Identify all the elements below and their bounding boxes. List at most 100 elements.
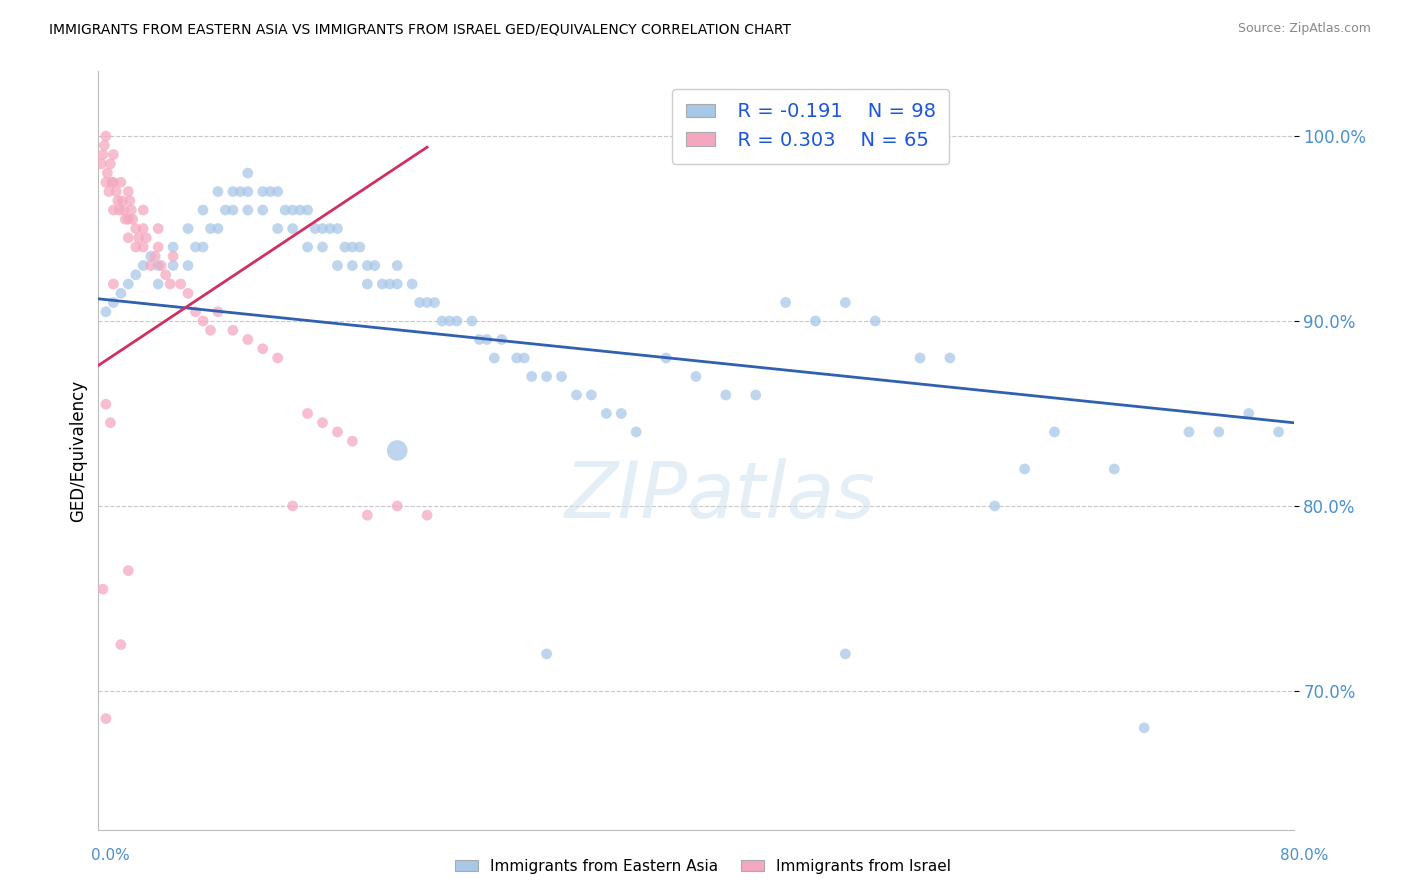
Point [267,221,290,235]
Point [222,202,245,217]
Point [121,212,143,227]
Point [364,259,387,273]
Point [200,221,222,235]
Point [581,388,603,402]
Point [1043,425,1066,439]
Point [311,221,333,235]
Text: ZIPatlas: ZIPatlas [564,458,876,534]
Point [626,425,648,439]
Point [371,277,394,291]
Point [288,202,311,217]
Point [385,277,409,291]
Point [356,277,378,291]
Point [117,231,139,245]
Point [304,221,326,235]
Point [107,194,129,208]
Point [1104,462,1126,476]
Point [111,194,134,208]
Point [132,259,155,273]
Point [148,277,170,291]
Point [214,202,236,217]
Point [267,185,290,199]
Point [342,434,364,449]
Point [446,314,468,328]
Point [610,407,633,421]
Point [177,259,200,273]
Text: IMMIGRANTS FROM EASTERN ASIA VS IMMIGRANTS FROM ISRAEL GED/EQUIVALENCY CORRELATI: IMMIGRANTS FROM EASTERN ASIA VS IMMIGRAN… [49,22,792,37]
Point [311,240,333,254]
Point [865,314,887,328]
Point [162,259,184,273]
Point [423,295,446,310]
Point [401,277,423,291]
Legend:   R = -0.191    N = 98,   R = 0.303    N = 65: R = -0.191 N = 98, R = 0.303 N = 65 [672,88,949,163]
Point [98,157,122,171]
Point [297,202,319,217]
Point [150,259,173,273]
Point [685,369,707,384]
Point [125,268,148,282]
Point [97,185,120,199]
Point [834,647,856,661]
Point [229,185,252,199]
Point [385,499,409,513]
Point [491,333,513,347]
Point [91,582,114,596]
Point [139,259,162,273]
Point [326,259,349,273]
Point [114,212,136,227]
Point [506,351,529,365]
Point [94,305,117,319]
Point [297,407,319,421]
Point [536,647,558,661]
Point [416,295,439,310]
Point [281,221,304,235]
Point [461,314,484,328]
Point [96,166,118,180]
Point [91,147,114,161]
Point [1267,425,1289,439]
Point [118,194,141,208]
Point [775,295,797,310]
Point [103,147,125,161]
Point [745,388,768,402]
Point [117,185,139,199]
Point [94,129,117,144]
Point [103,202,125,217]
Point [520,369,543,384]
Point [148,221,170,235]
Point [714,388,737,402]
Point [297,240,319,254]
Point [513,351,536,365]
Point [207,305,229,319]
Point [385,259,409,273]
Point [105,185,128,199]
Point [103,277,125,291]
Point [356,259,378,273]
Point [236,166,259,180]
Point [148,259,170,273]
Point [94,712,117,726]
Point [475,333,498,347]
Point [565,388,588,402]
Point [236,333,259,347]
Point [222,185,245,199]
Point [184,240,207,254]
Point [236,185,259,199]
Point [108,202,131,217]
Point [1208,425,1230,439]
Point [90,157,112,171]
Point [98,416,122,430]
Point [1178,425,1201,439]
Point [326,425,349,439]
Point [550,369,572,384]
Point [252,202,274,217]
Point [191,240,214,254]
Point [834,295,856,310]
Point [94,397,117,411]
Point [191,202,214,217]
Point [430,314,453,328]
Point [110,638,132,652]
Y-axis label: GED/Equivalency: GED/Equivalency [69,379,87,522]
Point [267,351,290,365]
